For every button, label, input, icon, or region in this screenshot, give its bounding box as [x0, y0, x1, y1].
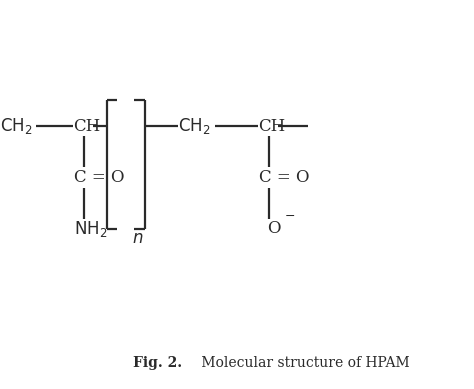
Text: Molecular structure of HPAM: Molecular structure of HPAM	[197, 356, 410, 370]
Text: −: −	[284, 210, 295, 223]
Text: Fig. 2.: Fig. 2.	[133, 356, 182, 370]
Text: $n$: $n$	[132, 230, 143, 247]
Text: CH: CH	[258, 118, 285, 135]
Text: $\mathrm{NH_2}$: $\mathrm{NH_2}$	[74, 219, 107, 238]
Text: O: O	[267, 220, 280, 237]
Text: CH: CH	[73, 118, 100, 135]
Text: $\mathrm{CH_2}$: $\mathrm{CH_2}$	[178, 116, 210, 137]
Text: $\mathrm{CH_2}$: $\mathrm{CH_2}$	[0, 116, 33, 137]
Text: C = O: C = O	[259, 169, 310, 186]
Text: C = O: C = O	[74, 169, 125, 186]
